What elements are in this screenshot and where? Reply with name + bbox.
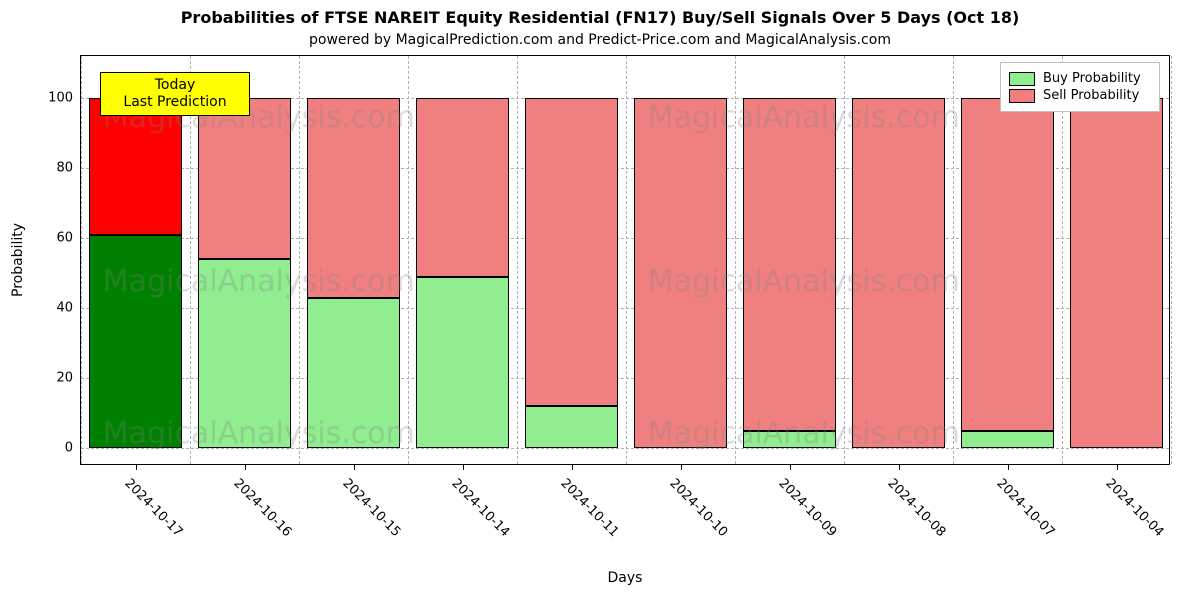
sell-bar (89, 98, 182, 235)
gridline-vertical (299, 56, 300, 464)
x-tick-mark (681, 464, 682, 470)
y-tick-label: 20 (56, 371, 73, 386)
x-tick-mark (899, 464, 900, 470)
gridline-vertical (81, 56, 82, 464)
gridline-vertical (1062, 56, 1063, 464)
gridline-vertical (953, 56, 954, 464)
x-tick-mark (463, 464, 464, 470)
buy-bar (198, 259, 291, 448)
sell-bar (852, 98, 945, 448)
x-tick-label: 2024-10-14 (448, 476, 512, 540)
sell-bar (743, 98, 836, 431)
sell-bar (416, 98, 509, 277)
x-tick-mark (245, 464, 246, 470)
gridline-vertical (626, 56, 627, 464)
chart-subtitle: powered by MagicalPrediction.com and Pre… (0, 32, 1200, 48)
buy-bar (525, 406, 618, 448)
x-tick-label: 2024-10-08 (884, 476, 948, 540)
sell-bar (525, 98, 618, 406)
x-tick-label: 2024-10-10 (666, 476, 730, 540)
x-tick-label: 2024-10-17 (121, 476, 185, 540)
sell-bar (634, 98, 727, 448)
legend-label: Sell Probability (1043, 88, 1139, 103)
y-axis-label: Probability (10, 223, 26, 297)
y-tick-label: 100 (48, 91, 73, 106)
legend-swatch (1009, 72, 1035, 86)
buy-bar (307, 298, 400, 449)
legend-item: Buy Probability (1009, 71, 1151, 86)
x-tick-label: 2024-10-16 (230, 476, 294, 540)
gridline-vertical (735, 56, 736, 464)
x-tick-label: 2024-10-07 (993, 476, 1057, 540)
x-tick-mark (1117, 464, 1118, 470)
x-tick-mark (354, 464, 355, 470)
x-tick-label: 2024-10-15 (339, 476, 403, 540)
annotation-line2: Last Prediction (109, 94, 241, 111)
buy-bar (743, 431, 836, 449)
sell-bar (1070, 98, 1163, 448)
gridline-vertical (1171, 56, 1172, 464)
x-tick-mark (1008, 464, 1009, 470)
legend-label: Buy Probability (1043, 71, 1141, 86)
legend: Buy Probability Sell Probability (1000, 62, 1160, 112)
y-tick-label: 40 (56, 301, 73, 316)
chart-container: Probabilities of FTSE NAREIT Equity Resi… (0, 0, 1200, 600)
buy-bar (416, 277, 509, 449)
y-tick-label: 80 (56, 161, 73, 176)
buy-bar (89, 235, 182, 449)
plot-area: 0204060801002024-10-172024-10-162024-10-… (80, 55, 1170, 465)
sell-bar (198, 98, 291, 259)
x-tick-label: 2024-10-11 (557, 476, 621, 540)
x-tick-label: 2024-10-09 (775, 476, 839, 540)
gridline-horizontal (81, 448, 1169, 449)
x-axis-label: Days (608, 570, 643, 586)
y-tick-label: 0 (65, 441, 73, 456)
gridline-vertical (190, 56, 191, 464)
gridline-vertical (517, 56, 518, 464)
legend-swatch (1009, 89, 1035, 103)
x-tick-mark (572, 464, 573, 470)
gridline-vertical (408, 56, 409, 464)
y-tick-label: 60 (56, 231, 73, 246)
x-tick-mark (136, 464, 137, 470)
x-tick-label: 2024-10-04 (1102, 476, 1166, 540)
today-annotation: TodayLast Prediction (100, 72, 250, 116)
buy-bar (961, 431, 1054, 449)
legend-item: Sell Probability (1009, 88, 1151, 103)
sell-bar (961, 98, 1054, 431)
sell-bar (307, 98, 400, 298)
gridline-vertical (844, 56, 845, 464)
x-tick-mark (790, 464, 791, 470)
annotation-line1: Today (109, 77, 241, 94)
chart-title: Probabilities of FTSE NAREIT Equity Resi… (0, 8, 1200, 27)
